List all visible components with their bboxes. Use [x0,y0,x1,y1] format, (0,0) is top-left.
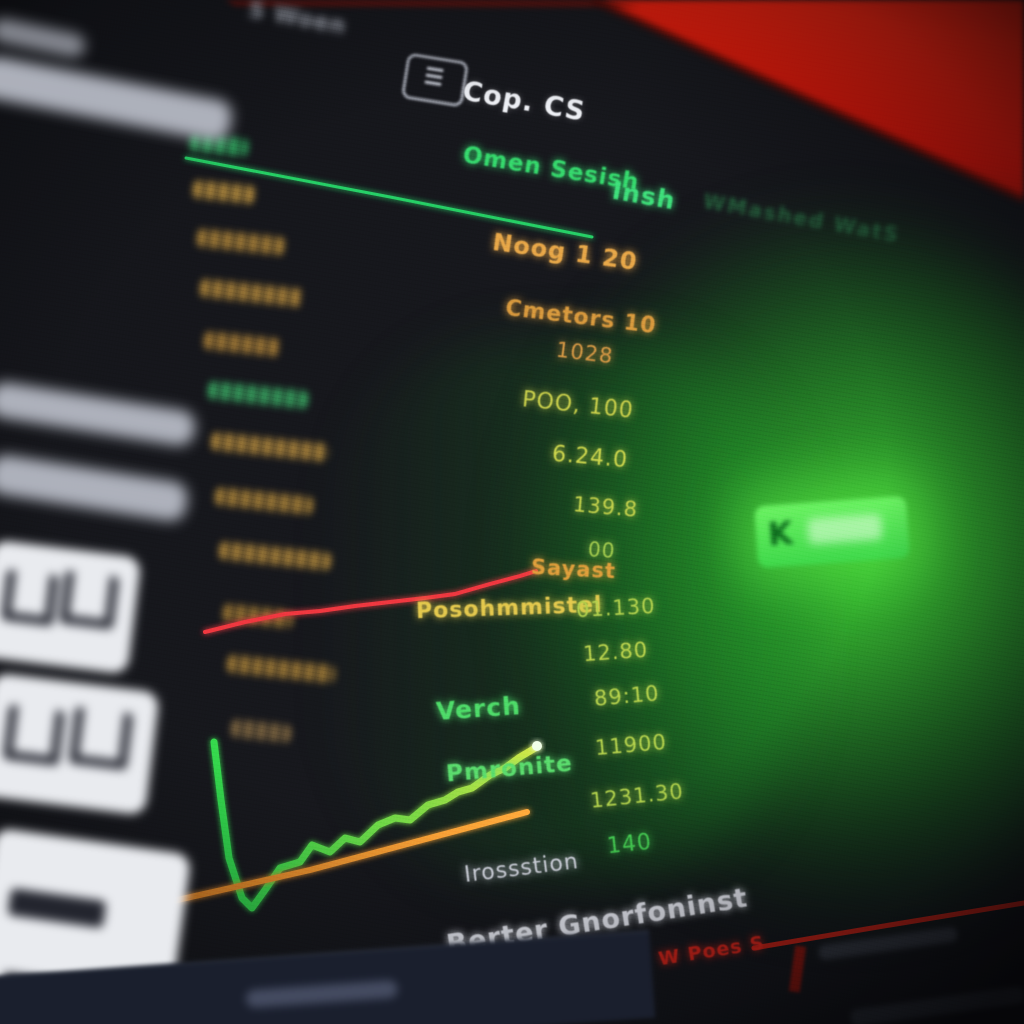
quote-sayast[interactable]: Sayast [530,554,617,584]
k-button[interactable]: K [754,495,910,569]
card-glyph [0,569,59,627]
k-button-label: K [766,513,795,554]
card-glyph [59,570,120,630]
tab-underline [184,156,594,239]
foreground-card[interactable] [0,539,142,675]
value-140: 140 [605,829,654,860]
card-text-blob [7,888,107,929]
value-01130: 01.130 [575,593,657,623]
foreground-card[interactable] [0,672,160,816]
quote-verch[interactable]: Verch [435,691,522,726]
card-glyph [2,704,65,766]
bottom-bar-text-blob [245,979,399,1009]
sparkline-endpoint-dot [532,741,542,751]
value-1280: 12.80 [582,637,649,667]
card-glyph [68,706,134,771]
